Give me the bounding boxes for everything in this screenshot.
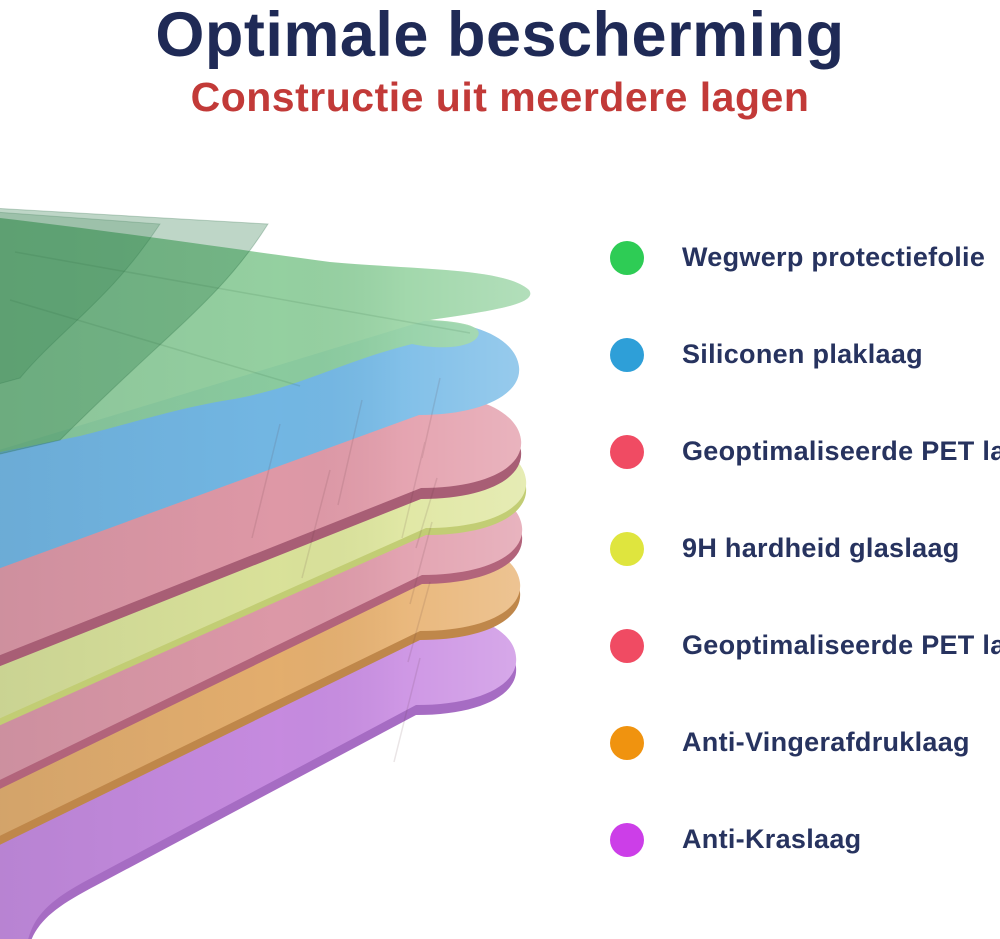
legend-label: Siliconen plaklaag <box>682 339 923 369</box>
legend-dot-green <box>610 240 644 275</box>
legend-dot-pink <box>610 434 644 469</box>
page-title: Optimale bescherming <box>155 0 845 70</box>
legend-dot-blue <box>610 337 644 372</box>
legend-label: Anti-Vingerafdruklaag <box>682 727 970 757</box>
protectiefolie-film-2 <box>0 207 269 455</box>
legend-item-siliconen-plaklaag: Siliconen plaklaag <box>610 306 990 403</box>
sheet-crease-lines <box>251 377 441 763</box>
legend-label: Anti-Kraslaag <box>682 824 862 854</box>
legend-item-wegwerp-protectiefolie: Wegwerp protectiefolie <box>610 209 990 306</box>
legend-label: 9H hardheid glaslaag <box>682 533 960 563</box>
legend-item-geoptimaliseerde-pet-laag-2: Geoptimaliseerde PET laag <box>610 597 1000 694</box>
legend-item-anti-kraslaag: Anti-Kraslaag <box>610 791 990 888</box>
legend-item-anti-vingerafdruklaag: Anti-Vingerafdruklaag <box>610 694 990 791</box>
legend-item-9h-hardheid-glaslaag: 9H hardheid glaslaag <box>610 500 990 597</box>
header: Optimale bescherming Constructie uit mee… <box>0 0 1000 119</box>
legend-label: Geoptimaliseerde PET laag <box>682 630 1000 660</box>
legend-dot-yellow <box>610 531 644 566</box>
legend-dot-pink <box>610 628 644 663</box>
protectiefolie-film-3 <box>0 211 161 385</box>
legend-label: Geoptimaliseerde PET laag <box>682 436 1000 466</box>
legend-label: Wegwerp protectiefolie <box>682 242 986 272</box>
protectiefolie-crease-lines <box>9 251 471 387</box>
legend-item-geoptimaliseerde-pet-laag-1: Geoptimaliseerde PET laag <box>610 403 1000 500</box>
legend-dot-orange <box>610 725 644 760</box>
layer-legend: Wegwerp protectiefolie Siliconen plaklaa… <box>610 209 1000 888</box>
page-subtitle: Constructie uit meerdere lagen <box>190 74 810 121</box>
legend-dot-magenta <box>610 822 644 857</box>
